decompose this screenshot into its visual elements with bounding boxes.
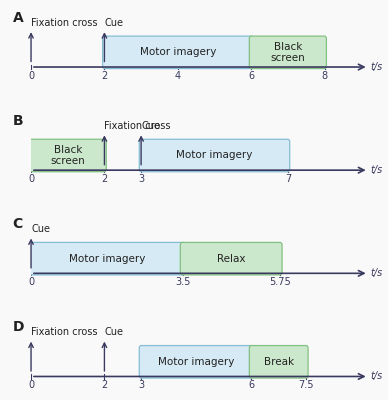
FancyBboxPatch shape [102,36,253,68]
Text: 7.5: 7.5 [298,380,314,390]
Text: Motor imagery: Motor imagery [69,254,145,264]
FancyBboxPatch shape [249,346,308,378]
Text: Fixation cross: Fixation cross [31,327,97,337]
Text: 2: 2 [101,380,107,390]
Text: Motor imagery: Motor imagery [140,47,216,57]
Text: Motor imagery: Motor imagery [158,357,234,367]
Text: 3.5: 3.5 [175,277,190,287]
Text: 0: 0 [28,277,34,287]
FancyBboxPatch shape [180,242,282,275]
Text: A: A [12,11,23,25]
Text: Relax: Relax [217,254,246,264]
FancyBboxPatch shape [249,36,326,68]
Text: 0: 0 [28,71,34,81]
FancyBboxPatch shape [29,139,106,172]
Text: 3: 3 [138,174,144,184]
FancyBboxPatch shape [139,139,290,172]
Text: B: B [12,114,23,128]
Text: Cue: Cue [104,18,123,28]
Text: 4: 4 [175,71,181,81]
Text: Motor imagery: Motor imagery [176,150,253,160]
Text: t/s: t/s [371,372,383,382]
FancyBboxPatch shape [139,346,253,378]
Text: 3: 3 [138,380,144,390]
Text: 6: 6 [248,71,254,81]
Text: 2: 2 [101,71,107,81]
Text: D: D [12,320,24,334]
Text: 6: 6 [248,380,254,390]
Text: Fixation cross: Fixation cross [104,121,171,131]
Text: 8: 8 [322,71,327,81]
Text: Break: Break [263,357,294,367]
Text: 7: 7 [285,174,291,184]
Text: t/s: t/s [371,62,383,72]
Text: C: C [12,217,23,231]
Text: t/s: t/s [371,268,383,278]
Text: 5.75: 5.75 [269,277,291,287]
Text: Black
screen: Black screen [270,42,305,63]
Text: 0: 0 [28,380,34,390]
FancyBboxPatch shape [29,242,185,275]
Text: Black
screen: Black screen [50,145,85,166]
Text: Cue: Cue [31,224,50,234]
Text: 0: 0 [28,174,34,184]
Text: Cue: Cue [104,327,123,337]
Text: Fixation cross: Fixation cross [31,18,97,28]
Text: t/s: t/s [371,165,383,175]
Text: 2: 2 [101,174,107,184]
Text: Cue: Cue [141,121,160,131]
